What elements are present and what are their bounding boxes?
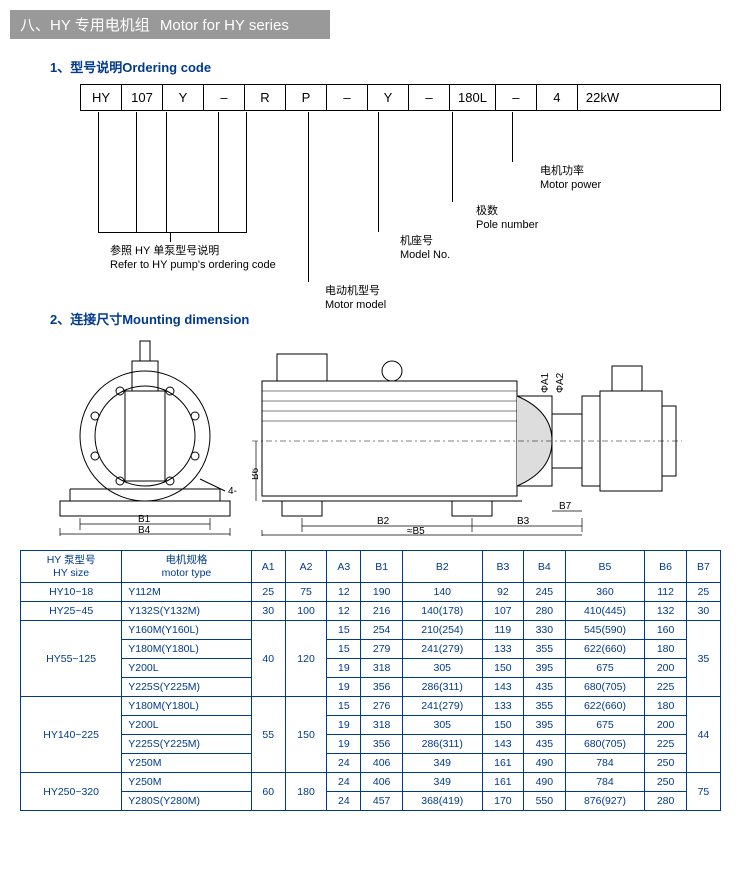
th-a1: A1 [251,551,285,583]
table-row: Y250M 24406349161 490784250 [21,754,721,773]
title-cn: 八、HY 专用电机组 [20,17,150,34]
code-cell: 22kW [578,85,627,110]
th-b1: B1 [361,551,402,583]
lbl-b3: B3 [517,516,530,527]
lbl-b7: B7 [559,501,572,512]
title-en: Motor for HY series [160,17,289,34]
page-title: 八、HY 专用电机组 Motor for HY series [10,10,330,39]
table-row: HY140~225Y180M(Y180L) 55150 15276241(279… [21,697,721,716]
th-b2: B2 [402,551,482,583]
lbl-b2: B2 [377,516,390,527]
table-row: Y225S(Y225M) 19356286(311)143 435680(705… [21,735,721,754]
side-view: B2 B3 ≈B5 B6 B7 ΦA1 ΦA2 [252,336,682,536]
table-row: HY10~18Y112M 257512 19014092 24536011225 [21,583,721,602]
th-b7: B7 [686,551,720,583]
lbl-b5: ≈B5 [407,526,425,536]
code-cell: – [204,85,245,110]
callout-power: 电机功率 Motor power [540,164,601,193]
ordering-diagram: HY107Y–RP–Y–180L–422kW 参照 HY 单泵型号说明 Refe… [80,84,721,291]
callout-motor: 电动机型号 Motor model [325,284,386,313]
code-cell: Y [368,85,409,110]
th-b6: B6 [645,551,686,583]
code-cell: 107 [122,85,163,110]
drawings: 4- ΦA3 B1 B4 [50,336,721,536]
table-row: Y200L 19318305150 395675200 [21,659,721,678]
table-row: Y180M(Y180L) 15279241(279)133 355622(660… [21,640,721,659]
lbl-b4: B4 [138,525,151,536]
th-b5: B5 [565,551,645,583]
lbl-a3: 4- ΦA3 [228,486,240,497]
code-cell: HY [81,85,122,110]
table-row: HY55~125Y160M(Y160L) 40120 15254210(254)… [21,621,721,640]
code-cell: – [496,85,537,110]
code-cell: – [409,85,450,110]
lbl-pa1: ΦA1 [540,372,551,393]
code-cell: 180L [450,85,496,110]
th-a3: A3 [327,551,361,583]
lbl-pa2: ΦA2 [555,372,566,393]
th-b3: B3 [482,551,523,583]
table-row: Y200L 19318305150 395675200 [21,716,721,735]
table-row: HY25~45Y132S(Y132M) 3010012 216140(178)1… [21,602,721,621]
code-cell: P [286,85,327,110]
lbl-b1: B1 [138,514,151,525]
code-cell: R [245,85,286,110]
dimension-table: HY 泵型号HY size 电机规格motor type A1 A2 A3 B1… [20,550,721,811]
code-cell: – [327,85,368,110]
table-row: Y225S(Y225M) 19356286(311)143 435680(705… [21,678,721,697]
callout-model: 机座号 Model No. [400,234,450,263]
front-view: 4- ΦA3 B1 B4 [50,336,240,536]
code-cell: Y [163,85,204,110]
lbl-b6: B6 [252,467,261,480]
th-size: HY 泵型号HY size [21,551,122,583]
th-motor: 电机规格motor type [122,551,251,583]
code-cell: 4 [537,85,578,110]
section-1-label: 1、型号说明Ordering code [50,57,721,76]
code-row: HY107Y–RP–Y–180L–422kW [80,84,721,111]
table-row: Y280S(Y280M) 24457368(419)170 550876(927… [21,792,721,811]
callout-pump: 参照 HY 单泵型号说明 Refer to HY pump's ordering… [110,244,276,273]
table-header-row: HY 泵型号HY size 电机规格motor type A1 A2 A3 B1… [21,551,721,583]
th-b4: B4 [524,551,565,583]
callout-pole: 极数 Pole number [476,204,538,233]
th-a2: A2 [285,551,326,583]
table-row: HY250~320Y250M 60180 24406349161 4907842… [21,773,721,792]
